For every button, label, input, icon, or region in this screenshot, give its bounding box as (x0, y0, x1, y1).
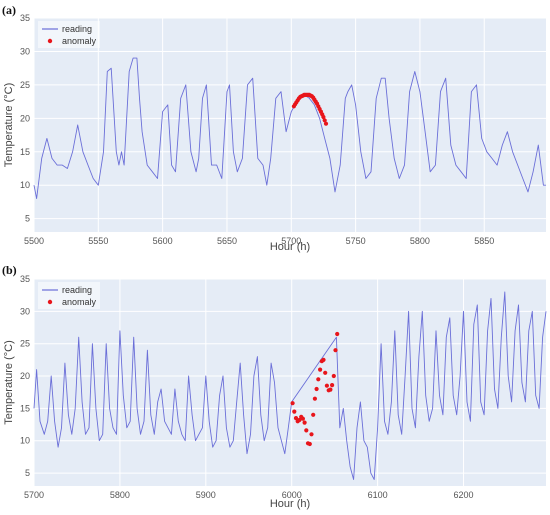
y-tick-label: 35 (20, 274, 30, 284)
anomaly-point (312, 396, 317, 401)
anomaly-point (321, 357, 326, 362)
x-tick-label: 5900 (196, 490, 216, 500)
x-tick-label: 5600 (153, 236, 173, 246)
plot-area (34, 279, 546, 486)
x-axis-title: Hour (h) (270, 498, 310, 510)
x-tick-label: 5500 (24, 236, 44, 246)
anomaly-point (331, 373, 336, 379)
y-tick-label: 15 (20, 403, 30, 413)
anomaly-point (293, 416, 299, 421)
y-tick-label: 30 (20, 306, 30, 316)
x-tick-label: 5800 (410, 236, 430, 246)
x-tick-label: 5700 (281, 236, 301, 246)
y-tick-label: 5 (25, 214, 30, 224)
x-tick-label: 5700 (24, 490, 44, 500)
x-tick-label: 5750 (346, 236, 366, 246)
anomaly-point (304, 428, 309, 433)
anomaly-point (290, 401, 295, 406)
anomaly-point (316, 377, 321, 382)
series-line-reading (33, 291, 547, 480)
y-tick-label: 25 (20, 339, 30, 349)
legend-label-anomaly: anomaly (62, 297, 97, 307)
panel-label: (b) (2, 263, 17, 277)
legend-label-reading: reading (62, 24, 92, 34)
x-tick-label: 5800 (110, 490, 130, 500)
anomaly-point (309, 432, 314, 437)
series-line-reading (33, 57, 546, 200)
x-tick-label: 6100 (368, 490, 388, 500)
anomaly-point (292, 409, 297, 414)
anomaly-point (302, 420, 307, 425)
anomaly-point (311, 412, 316, 417)
anomaly-point (318, 367, 323, 372)
y-tick-label: 5 (25, 468, 30, 478)
legend-marker-anomaly (47, 38, 53, 44)
anomaly-point (297, 417, 302, 423)
x-tick-label: 5650 (217, 236, 237, 246)
y-axis-title: Temperature (°C) (3, 83, 15, 167)
panel-label: (a) (2, 3, 16, 17)
anomaly-point (300, 416, 305, 421)
y-tick-label: 35 (20, 13, 30, 23)
x-tick-label: 5550 (88, 236, 108, 246)
legend-marker-anomaly (47, 299, 53, 305)
anomaly-point (324, 383, 329, 388)
anomaly-point (323, 370, 328, 375)
anomaly-point (335, 331, 340, 337)
x-tick-label: 6000 (282, 490, 302, 500)
legend-label-anomaly: anomaly (62, 36, 97, 46)
y-tick-label: 20 (20, 371, 30, 381)
y-tick-label: 10 (20, 180, 30, 190)
anomaly-point (323, 121, 329, 126)
y-axis-title: Temperature (°C) (3, 340, 15, 424)
y-tick-label: 30 (20, 46, 30, 56)
anomaly-point (307, 441, 312, 447)
chart-panel-2: (b) 5 10 15 20 25 30 35 5700 5800 5900 6000 6100 6200… (2, 263, 547, 510)
anomaly-point (328, 387, 333, 392)
anomaly-point (330, 383, 335, 388)
plot-area (34, 18, 546, 232)
y-tick-label: 20 (20, 113, 30, 123)
anomaly-point (333, 348, 338, 353)
y-tick-label: 15 (20, 147, 30, 157)
legend-box (38, 282, 100, 309)
anomaly-point (321, 114, 326, 120)
y-tick-label: 10 (20, 436, 30, 446)
legend-label-reading: reading (62, 285, 92, 295)
x-tick-label: 6200 (454, 490, 474, 500)
y-tick-label: 25 (20, 80, 30, 90)
x-tick-label: 5850 (474, 236, 494, 246)
anomaly-point (314, 386, 319, 392)
legend-box (38, 21, 100, 48)
anomaly-point (322, 118, 327, 123)
chart-panel-1: (a) 5 10 15 20 25 30 35 5500 5550 5600 5650 5700 5750… (2, 3, 546, 253)
x-axis-title: Hour (h) (270, 241, 310, 253)
